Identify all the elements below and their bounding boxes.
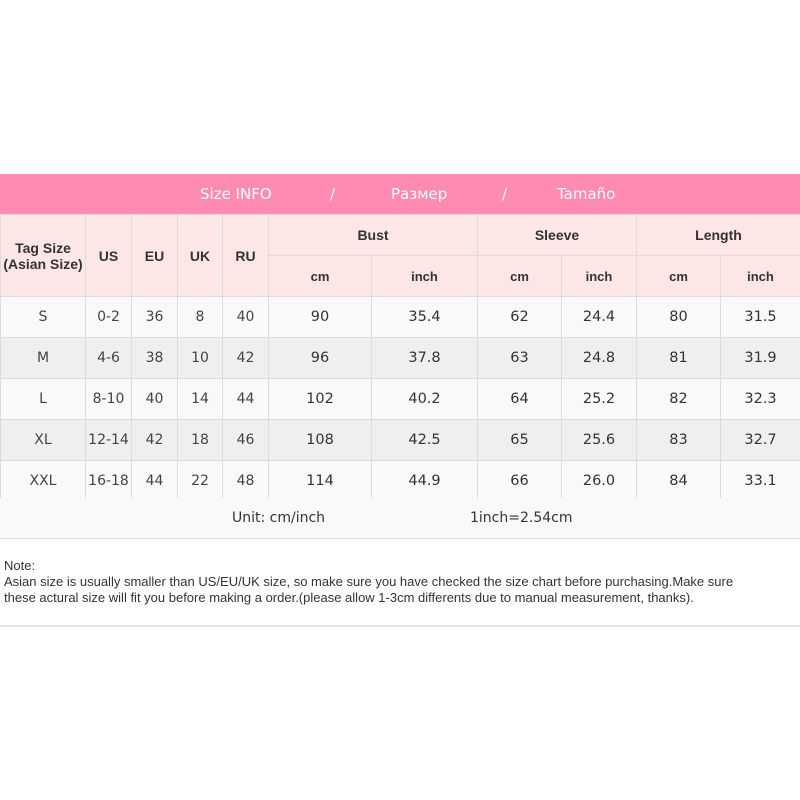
header-bust-inch: inch (371, 255, 478, 297)
header-length: Length (636, 214, 800, 256)
cell-tag: S (0, 296, 86, 338)
cell-sleeve-in: 24.4 (561, 296, 637, 338)
header-ru: RU (222, 214, 269, 297)
header-length-cm: cm (636, 255, 721, 297)
header-bust-cm: cm (268, 255, 372, 297)
cell-length-cm: 80 (636, 296, 721, 338)
cell-length-cm: 83 (636, 419, 721, 461)
size-info-banner: Size INFO / Размер / Tamaño (0, 174, 800, 214)
cell-uk: 10 (177, 337, 223, 379)
cell-length-in: 33.1 (720, 460, 800, 502)
cell-tag: XXL (0, 460, 86, 502)
cell-ru: 46 (222, 419, 269, 461)
cell-eu: 44 (131, 460, 178, 502)
cell-sleeve-in: 25.6 (561, 419, 637, 461)
cell-sleeve-cm: 65 (477, 419, 562, 461)
cell-uk: 18 (177, 419, 223, 461)
banner-separator: / (502, 185, 508, 203)
header-uk: UK (177, 214, 223, 297)
cell-bust-cm: 90 (268, 296, 372, 338)
table-row: L 8-10 40 14 44 102 40.2 64 25.2 82 32.3 (0, 378, 800, 420)
note-section: Note: Asian size is usually smaller than… (0, 539, 800, 627)
table-row: M 4-6 38 10 42 96 37.8 63 24.8 81 31.9 (0, 337, 800, 379)
cell-ru: 48 (222, 460, 269, 502)
unit-conversion: 1inch=2.54cm (470, 510, 573, 526)
header-eu: EU (131, 214, 178, 297)
banner-title-es: Tamaño (557, 185, 616, 203)
table-row: XL 12-14 42 18 46 108 42.5 65 25.6 83 32.7 (0, 419, 800, 461)
cell-tag: XL (0, 419, 86, 461)
cell-sleeve-cm: 66 (477, 460, 562, 502)
cell-length-in: 32.3 (720, 378, 800, 420)
cell-bust-in: 37.8 (371, 337, 478, 379)
note-line-2: these actural size will fit you before m… (4, 590, 694, 605)
header-sleeve-inch: inch (561, 255, 637, 297)
cell-ru: 40 (222, 296, 269, 338)
note-line-1: Asian size is usually smaller than US/EU… (4, 574, 734, 589)
cell-length-in: 31.5 (720, 296, 800, 338)
cell-length-cm: 84 (636, 460, 721, 502)
cell-sleeve-cm: 63 (477, 337, 562, 379)
cell-bust-cm: 108 (268, 419, 372, 461)
header-bust: Bust (268, 214, 478, 256)
cell-eu: 38 (131, 337, 178, 379)
cell-us: 8-10 (85, 378, 132, 420)
cell-sleeve-in: 24.8 (561, 337, 637, 379)
cell-bust-cm: 102 (268, 378, 372, 420)
cell-us: 0-2 (85, 296, 132, 338)
cell-length-cm: 81 (636, 337, 721, 379)
cell-bust-in: 40.2 (371, 378, 478, 420)
cell-length-cm: 82 (636, 378, 721, 420)
cell-sleeve-in: 26.0 (561, 460, 637, 502)
header-sleeve: Sleeve (477, 214, 637, 256)
cell-bust-cm: 114 (268, 460, 372, 502)
cell-eu: 40 (131, 378, 178, 420)
cell-uk: 22 (177, 460, 223, 502)
cell-us: 12-14 (85, 419, 132, 461)
cell-tag: M (0, 337, 86, 379)
header-length-inch: inch (720, 255, 800, 297)
size-table: Tag Size (Asian Size) US EU UK RU Bust S… (0, 214, 800, 502)
cell-tag: L (0, 378, 86, 420)
cell-ru: 42 (222, 337, 269, 379)
cell-sleeve-in: 25.2 (561, 378, 637, 420)
cell-bust-in: 42.5 (371, 419, 478, 461)
cell-us: 4-6 (85, 337, 132, 379)
cell-bust-in: 44.9 (371, 460, 478, 502)
cell-length-in: 32.7 (720, 419, 800, 461)
header-tag-size: Tag Size (Asian Size) (0, 214, 86, 297)
banner-title-ru: Размер (391, 185, 448, 203)
cell-length-in: 31.9 (720, 337, 800, 379)
header-sleeve-cm: cm (477, 255, 562, 297)
unit-label: Unit: cm/inch (232, 510, 326, 526)
header-us: US (85, 214, 132, 297)
cell-sleeve-cm: 62 (477, 296, 562, 338)
cell-ru: 44 (222, 378, 269, 420)
cell-uk: 14 (177, 378, 223, 420)
cell-bust-in: 35.4 (371, 296, 478, 338)
table-row: XXL 16-18 44 22 48 114 44.9 66 26.0 84 33.1 (0, 460, 800, 502)
cell-eu: 42 (131, 419, 178, 461)
cell-sleeve-cm: 64 (477, 378, 562, 420)
banner-title: Size INFO (200, 185, 272, 203)
banner-separator: / (330, 185, 336, 203)
unit-row: Unit: cm/inch 1inch=2.54cm (0, 498, 800, 539)
cell-eu: 36 (131, 296, 178, 338)
table-row: S 0-2 36 8 40 90 35.4 62 24.4 80 31.5 (0, 296, 800, 338)
note-title: Note: (4, 558, 36, 573)
cell-bust-cm: 96 (268, 337, 372, 379)
cell-us: 16-18 (85, 460, 132, 502)
cell-uk: 8 (177, 296, 223, 338)
